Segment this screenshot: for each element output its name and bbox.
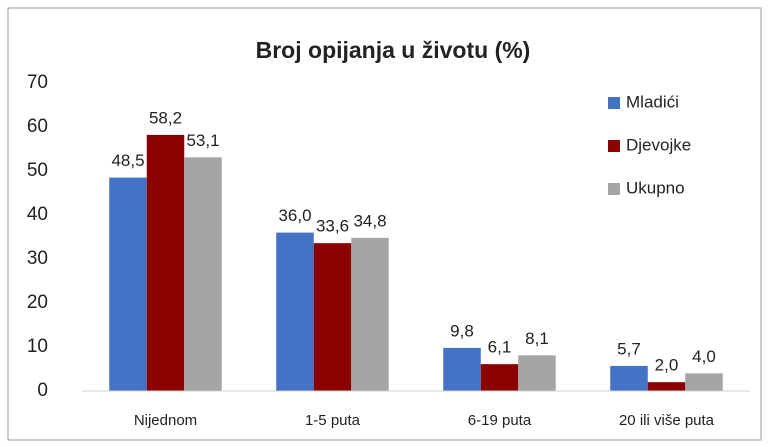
data-label: 48,5 xyxy=(111,151,144,170)
bar xyxy=(184,157,222,391)
chart-title: Broj opijanja u životu (%) xyxy=(256,37,531,63)
x-tick-label: 1-5 puta xyxy=(305,412,361,429)
y-tick-label: 0 xyxy=(37,380,48,401)
data-label: 2,0 xyxy=(655,356,679,375)
y-tick-label: 50 xyxy=(27,160,48,181)
y-tick-label: 10 xyxy=(27,336,48,357)
bar xyxy=(610,365,648,391)
legend-label: Mladići xyxy=(626,92,679,111)
y-tick-label: 40 xyxy=(27,204,48,225)
y-tick-label: 60 xyxy=(27,116,48,137)
data-label: 6,1 xyxy=(488,338,512,357)
y-tick-label: 70 xyxy=(27,72,48,93)
bar xyxy=(146,134,185,392)
bar xyxy=(313,243,352,391)
bar xyxy=(647,382,686,391)
data-label: 53,1 xyxy=(186,131,219,150)
legend-label: Ukupno xyxy=(626,178,685,197)
data-label: 9,8 xyxy=(450,321,474,340)
data-label: 34,8 xyxy=(353,211,386,230)
bar xyxy=(351,237,389,391)
legend-swatch xyxy=(608,97,620,109)
bar xyxy=(276,232,314,391)
x-tick-label: 20 ili više puta xyxy=(619,412,715,429)
data-label: 8,1 xyxy=(525,329,549,348)
data-label: 58,2 xyxy=(149,108,182,127)
bar xyxy=(685,373,723,391)
x-tick-label: 6-19 puta xyxy=(468,412,532,429)
bar xyxy=(518,355,556,391)
data-label: 33,6 xyxy=(316,217,349,236)
data-label: 4,0 xyxy=(692,347,716,366)
y-tick-label: 30 xyxy=(27,248,48,269)
x-tick-label: Nijednom xyxy=(134,412,197,429)
data-label: 36,0 xyxy=(278,206,311,225)
legend-swatch xyxy=(608,140,620,152)
bar xyxy=(443,347,481,391)
bar xyxy=(109,177,147,391)
data-label: 5,7 xyxy=(617,339,641,358)
y-tick-label: 20 xyxy=(27,292,48,313)
bar xyxy=(480,364,519,391)
legend-label: Djevojke xyxy=(626,135,691,154)
legend-swatch xyxy=(608,183,620,195)
